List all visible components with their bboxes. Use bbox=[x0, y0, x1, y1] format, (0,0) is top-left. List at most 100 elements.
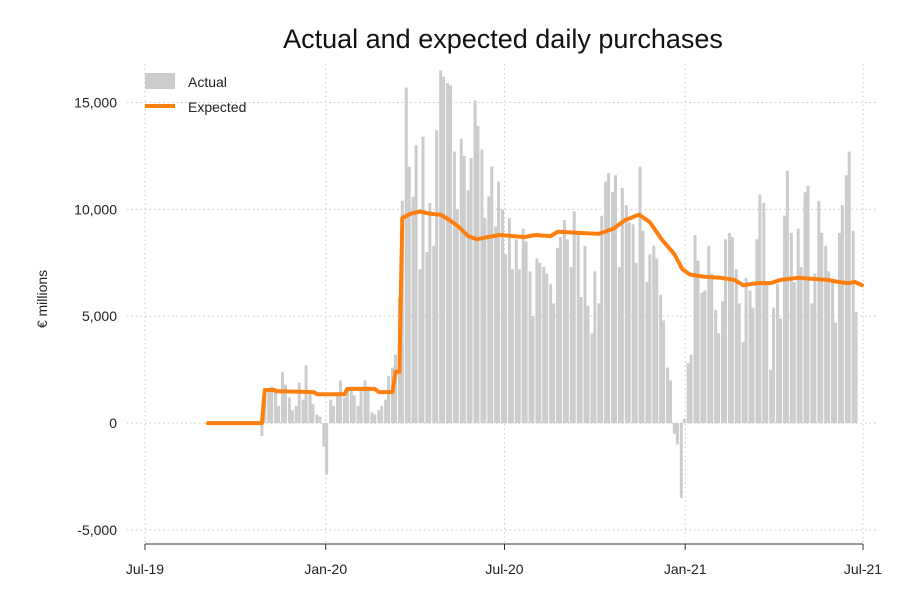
actual-bar bbox=[315, 414, 319, 424]
actual-bar bbox=[803, 192, 807, 424]
actual-bar bbox=[755, 239, 759, 424]
actual-bar bbox=[435, 130, 439, 424]
actual-bar bbox=[824, 245, 828, 424]
actual-bar bbox=[714, 309, 718, 424]
actual-bar bbox=[487, 196, 491, 424]
y-tick-label: 10,000 bbox=[74, 201, 117, 217]
actual-bar bbox=[329, 399, 333, 424]
actual-bar bbox=[730, 237, 734, 424]
x-tick-label: Jul-19 bbox=[126, 561, 164, 577]
actual-bar bbox=[572, 211, 576, 424]
actual-bar bbox=[528, 271, 532, 424]
actual-bar bbox=[476, 125, 480, 424]
actual-bar bbox=[370, 412, 374, 424]
actual-bar bbox=[497, 181, 501, 424]
actual-bar bbox=[789, 232, 793, 424]
actual-bar bbox=[817, 200, 821, 424]
actual-bar bbox=[672, 423, 676, 434]
actual-bar bbox=[338, 380, 342, 424]
y-tick-label: -5,000 bbox=[77, 522, 117, 538]
actual-bar bbox=[758, 194, 762, 424]
actual-bar bbox=[668, 380, 672, 424]
actual-bar bbox=[494, 226, 498, 424]
actual-bar bbox=[377, 410, 381, 424]
actual-bar bbox=[407, 166, 411, 424]
actual-bar bbox=[827, 271, 831, 424]
actual-bar bbox=[734, 269, 738, 424]
actual-bar bbox=[290, 410, 294, 424]
actual-bar bbox=[274, 388, 278, 424]
actual-bar bbox=[604, 181, 608, 424]
actual-bar bbox=[741, 341, 745, 424]
actual-bar bbox=[593, 271, 597, 424]
actual-bar bbox=[455, 209, 459, 424]
actual-bar bbox=[366, 386, 370, 424]
x-tick-label: Jul-20 bbox=[485, 561, 523, 577]
actual-bar bbox=[737, 303, 741, 424]
actual-bar bbox=[837, 232, 841, 424]
actual-bar bbox=[469, 158, 473, 424]
actual-bar bbox=[421, 136, 425, 424]
actual-bar bbox=[717, 333, 721, 424]
actual-bar bbox=[260, 423, 264, 436]
actual-bar bbox=[448, 85, 452, 424]
actual-bar bbox=[391, 367, 395, 424]
actual-bar bbox=[349, 386, 353, 424]
actual-bar bbox=[723, 239, 727, 424]
actual-bar bbox=[514, 239, 518, 424]
actual-bar bbox=[765, 284, 769, 424]
actual-bar bbox=[535, 258, 539, 424]
actual-bar bbox=[686, 363, 690, 424]
actual-bar bbox=[847, 151, 851, 424]
actual-bar bbox=[425, 252, 429, 424]
actual-bar bbox=[281, 371, 285, 424]
actual-bar bbox=[833, 322, 837, 424]
actual-bar bbox=[277, 406, 281, 424]
actual-bar bbox=[387, 376, 391, 424]
actual-bar bbox=[501, 209, 505, 424]
actual-bar bbox=[562, 220, 566, 424]
actual-bar bbox=[776, 284, 780, 424]
actual-bar bbox=[782, 215, 786, 424]
actual-bar bbox=[624, 205, 628, 424]
chart-title: Actual and expected daily purchases bbox=[283, 24, 723, 54]
actual-bar bbox=[507, 217, 511, 424]
actual-bar bbox=[785, 170, 789, 424]
actual-bar bbox=[796, 228, 800, 424]
actual-bar bbox=[352, 395, 356, 424]
actual-bar bbox=[769, 369, 773, 424]
actual-bar bbox=[590, 333, 594, 424]
actual-bar bbox=[659, 294, 663, 424]
actual-bar bbox=[480, 149, 484, 424]
expected-line-layer bbox=[205, 209, 864, 426]
actual-bar bbox=[304, 365, 308, 424]
actual-bar bbox=[655, 258, 659, 424]
actual-bar bbox=[648, 254, 652, 424]
x-tick-label: Jan-20 bbox=[304, 561, 347, 577]
actual-bar bbox=[373, 414, 377, 424]
actual-bar bbox=[549, 284, 553, 424]
actual-bar bbox=[617, 267, 621, 424]
actual-bar bbox=[311, 403, 315, 424]
actual-bar bbox=[556, 247, 560, 424]
actual-bar bbox=[652, 245, 656, 424]
actual-bar bbox=[483, 217, 487, 424]
actual-bar bbox=[634, 262, 638, 424]
actual-bar bbox=[641, 230, 645, 424]
actual-bar bbox=[363, 380, 367, 424]
actual-bar bbox=[325, 423, 329, 475]
actual-bar bbox=[806, 185, 810, 424]
actual-bar bbox=[579, 297, 583, 424]
actual-bar bbox=[700, 292, 704, 424]
actual-bar bbox=[607, 173, 611, 424]
actual-bar bbox=[270, 386, 274, 424]
actual-bar bbox=[301, 399, 305, 424]
actual-bar bbox=[283, 384, 287, 424]
actual-bar bbox=[510, 269, 514, 424]
y-tick-label: 0 bbox=[109, 415, 117, 431]
actual-bar bbox=[393, 354, 397, 424]
actual-bar bbox=[404, 87, 408, 424]
actual-bar bbox=[600, 215, 604, 424]
actual-bar bbox=[638, 166, 642, 424]
actual-bar bbox=[294, 406, 298, 424]
